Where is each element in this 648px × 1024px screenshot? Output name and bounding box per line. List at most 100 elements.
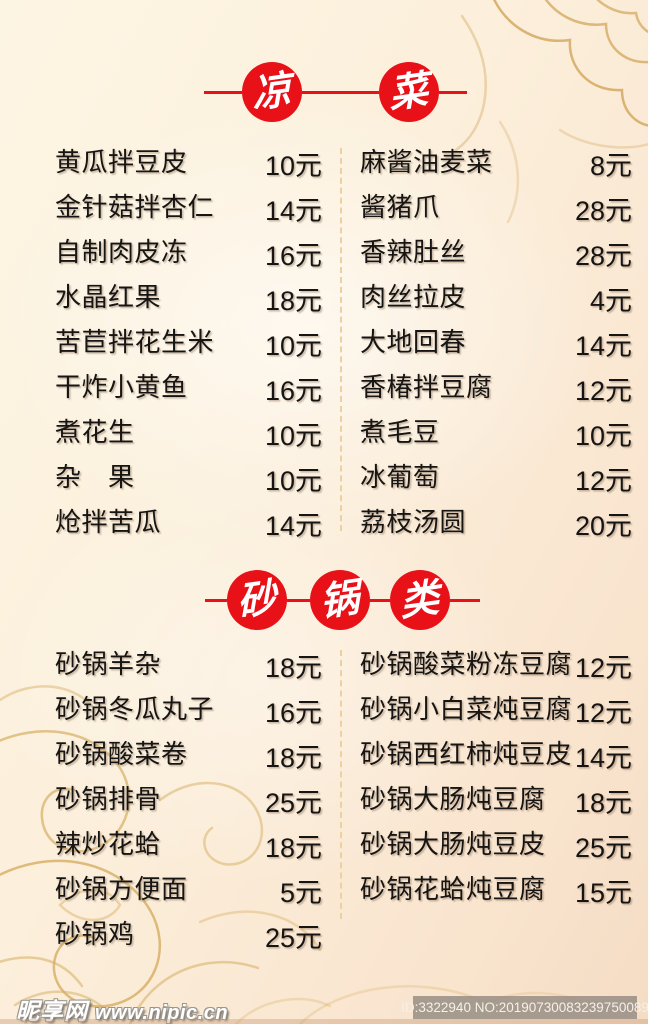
dish-price: 5元: [279, 878, 322, 908]
menu-item-row: 砂锅酸菜粉冻豆腐 12元: [360, 640, 632, 685]
menu-item-row: 砂锅排骨 25元: [55, 775, 322, 820]
dish-price: 28元: [574, 196, 632, 226]
dish-price: 18元: [264, 743, 322, 773]
header-line: [370, 598, 390, 602]
section-badge: 凉: [242, 62, 302, 122]
dish-price: 10元: [264, 331, 322, 361]
dish-name: 辣炒花蛤: [55, 829, 162, 859]
nipic-url: www.nipic.cn: [95, 1002, 229, 1024]
dish-name: 水晶红果: [55, 282, 162, 312]
dish-price: 10元: [574, 421, 632, 451]
dish-name: 杂 果: [55, 462, 135, 492]
header-line: [439, 90, 467, 94]
menu-item-row: 金针菇拌杏仁 14元: [55, 183, 322, 228]
menu-item-row: 辣炒花蛤 18元: [55, 820, 322, 865]
dish-name: 香辣肚丝: [360, 237, 467, 267]
dish-name: 肉丝拉皮: [360, 282, 467, 312]
dish-price: 18元: [264, 286, 322, 316]
dish-name: 砂锅西红柿炖豆皮: [360, 739, 573, 769]
dish-name: 自制肉皮冻: [55, 237, 188, 267]
menu-item-row: 砂锅大肠炖豆腐 18元: [360, 775, 632, 820]
menu-item-row: 水晶红果 18元: [55, 273, 322, 318]
section-badge-char: 锅: [319, 573, 361, 626]
menu-item-row: 肉丝拉皮 4元: [360, 273, 632, 318]
dish-price: 12元: [574, 698, 632, 728]
header-line: [302, 90, 379, 94]
dish-price: 14元: [264, 196, 322, 226]
dish-price: 18元: [264, 653, 322, 683]
section-header-claypot-dishes: 砂 锅 类: [205, 570, 480, 630]
dish-name: 砂锅排骨: [55, 784, 162, 814]
menu-item-row: 煮毛豆 10元: [360, 408, 632, 453]
section-header-cold-dishes: 凉 菜: [204, 62, 467, 122]
menu-item-row: 砂锅冬瓜丸子 16元: [55, 685, 322, 730]
menu-item-row: 冰葡萄 12元: [360, 453, 632, 498]
menu-item-row: 煮花生 10元: [55, 408, 322, 453]
dish-price: 12元: [574, 653, 632, 683]
dish-name: 荔枝汤圆: [360, 507, 467, 537]
image-id-badge: ID:3322940 NO:20190730083239750089: [401, 996, 648, 1019]
bottom-edge-strip: [0, 1019, 648, 1024]
section-badge-char: 菜: [388, 65, 430, 118]
dish-name: 砂锅酸菜粉冻豆腐: [360, 649, 573, 679]
menu-column-left: 黄瓜拌豆皮 10元 金针菇拌杏仁 14元 自制肉皮冻 16元 水晶红果 18元 苦苣拌花…: [55, 138, 322, 543]
header-line: [205, 598, 227, 602]
nipic-watermark: 昵享网 www.nipic.cn: [16, 992, 228, 1024]
dish-price: 25元: [574, 833, 632, 863]
menu-item-row: 香辣肚丝 28元: [360, 228, 632, 273]
menu-item-row: 砂锅酸菜卷 18元: [55, 730, 322, 775]
dish-price: 18元: [574, 788, 632, 818]
menu-item-row: 砂锅方便面 5元: [55, 865, 322, 910]
dish-name: 砂锅小白菜炖豆腐: [360, 694, 573, 724]
dish-price: 12元: [574, 466, 632, 496]
dish-price: 12元: [574, 376, 632, 406]
dish-name: 炝拌苦瓜: [55, 507, 162, 537]
header-line: [450, 598, 480, 602]
menu-item-row: 黄瓜拌豆皮 10元: [55, 138, 322, 183]
section-badge: 锅: [310, 570, 370, 630]
dish-price: 25元: [264, 788, 322, 818]
dish-name: 砂锅大肠炖豆皮: [360, 829, 546, 859]
section-badge: 砂: [227, 570, 287, 630]
dish-name: 煮毛豆: [360, 417, 440, 447]
dish-price: 28元: [574, 241, 632, 271]
menu-item-row: 炝拌苦瓜 14元: [55, 498, 322, 543]
menu-item-row: 杂 果 10元: [55, 453, 322, 498]
menu-section-cold-dishes: 黄瓜拌豆皮 10元 金针菇拌杏仁 14元 自制肉皮冻 16元 水晶红果 18元 苦苣拌花…: [0, 138, 648, 543]
section-badge-char: 凉: [251, 65, 293, 118]
menu-item-row: 砂锅小白菜炖豆腐 12元: [360, 685, 632, 730]
header-line: [204, 90, 242, 94]
menu-item-row: 酱猪爪 28元: [360, 183, 632, 228]
dish-price: 10元: [264, 151, 322, 181]
dish-name: 砂锅羊杂: [55, 649, 162, 679]
dish-name: 干炸小黄鱼: [55, 372, 188, 402]
dish-name: 砂锅酸菜卷: [55, 739, 188, 769]
menu-item-row: 大地回春 14元: [360, 318, 632, 363]
section-badge: 菜: [379, 62, 439, 122]
menu-item-row: 自制肉皮冻 16元: [55, 228, 322, 273]
dish-name: 金针菇拌杏仁: [55, 192, 215, 222]
dish-price: 18元: [264, 833, 322, 863]
dish-price: 8元: [589, 151, 632, 181]
dish-name: 砂锅花蛤炖豆腐: [360, 874, 546, 904]
section-badge: 类: [390, 570, 450, 630]
menu-item-row: 苦苣拌花生米 10元: [55, 318, 322, 363]
dish-name: 砂锅方便面: [55, 874, 188, 904]
menu-item-row: 砂锅西红柿炖豆皮 14元: [360, 730, 632, 775]
menu-item-row: 香椿拌豆腐 12元: [360, 363, 632, 408]
dish-price: 16元: [264, 376, 322, 406]
dish-name: 大地回春: [360, 327, 467, 357]
menu-item-row: 荔枝汤圆 20元: [360, 498, 632, 543]
menu-item-row: 砂锅大肠炖豆皮 25元: [360, 820, 632, 865]
menu-item-row: 砂锅花蛤炖豆腐 15元: [360, 865, 632, 910]
dish-name: 冰葡萄: [360, 462, 440, 492]
dish-name: 苦苣拌花生米: [55, 327, 215, 357]
dish-price: 14元: [574, 743, 632, 773]
dish-name: 砂锅大肠炖豆腐: [360, 784, 546, 814]
dish-price: 14元: [574, 331, 632, 361]
dish-name: 酱猪爪: [360, 192, 440, 222]
nipic-logo: 昵享网: [16, 998, 88, 1024]
dish-price: 4元: [589, 286, 632, 316]
menu-section-claypot-dishes: 砂锅羊杂 18元 砂锅冬瓜丸子 16元 砂锅酸菜卷 18元 砂锅排骨 25元 辣炒花蛤 1…: [0, 640, 648, 955]
dish-price: 16元: [264, 241, 322, 271]
